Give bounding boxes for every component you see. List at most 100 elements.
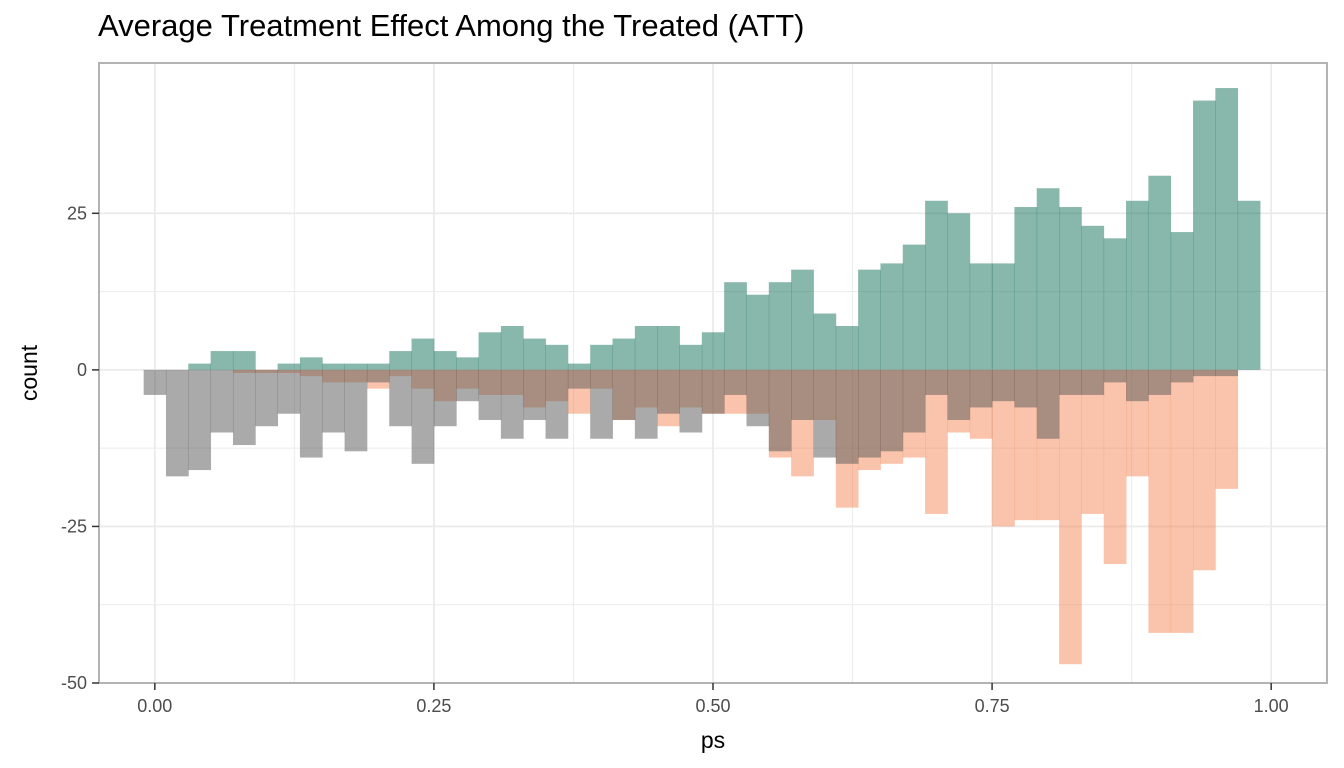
histogram-bar [1059, 207, 1082, 370]
histogram-bar [858, 369, 881, 458]
histogram-bar [746, 369, 770, 427]
histogram-bar [835, 369, 859, 464]
histogram-bar [299, 369, 323, 458]
histogram-bar [210, 369, 234, 433]
histogram-bar [612, 369, 636, 420]
histogram-bar [344, 369, 368, 452]
histogram-bar [456, 369, 479, 402]
histogram-bar [925, 369, 948, 395]
histogram-bar [1215, 369, 1239, 377]
histogram-bar [1215, 369, 1239, 489]
histogram-bar [1103, 369, 1127, 565]
histogram-bar [188, 369, 212, 471]
histogram-bar [188, 363, 212, 370]
histogram-bar [1103, 238, 1127, 370]
histogram-bar [433, 369, 457, 427]
histogram-bar [165, 369, 189, 477]
histogram-bar [1103, 369, 1127, 383]
histogram-bar [1014, 369, 1038, 408]
histogram-bar [813, 313, 837, 370]
histogram-bar [969, 263, 993, 370]
histogram-bar [366, 363, 390, 370]
x-axis-title: ps [701, 727, 725, 753]
histogram-bar [1059, 369, 1082, 395]
histogram-bar [322, 369, 345, 433]
histogram-bar [634, 369, 658, 439]
histogram-bar [925, 200, 948, 370]
histogram-bar [679, 369, 703, 433]
histogram-bar [724, 282, 747, 370]
histogram-bar [590, 369, 613, 439]
histogram-bar [835, 326, 859, 370]
histogram-bar [902, 244, 926, 370]
x-tick-label: 0.50 [695, 696, 730, 716]
histogram-bar [277, 363, 301, 370]
histogram-bar [1170, 232, 1194, 370]
histogram-bar [232, 351, 256, 370]
histogram-bar [255, 369, 279, 427]
y-tick-label: 0 [77, 360, 87, 380]
histogram-bar [478, 369, 502, 420]
histogram-bar [1081, 369, 1105, 395]
histogram-bar [545, 369, 569, 439]
histogram-bar [523, 338, 546, 370]
histogram-bar [1081, 369, 1105, 514]
histogram-bar [969, 369, 993, 408]
histogram-bar [679, 344, 703, 370]
histogram-bar [1170, 369, 1194, 383]
histogram-bar [1036, 369, 1060, 439]
histogram-bar [813, 369, 837, 458]
histogram-bar [701, 332, 725, 370]
histogram-bar [344, 363, 368, 370]
histogram-bar [1081, 225, 1105, 370]
histogram-bar [724, 369, 747, 395]
histogram-bar [1148, 369, 1172, 395]
series-2 [232, 369, 1239, 665]
x-tick-label: 0.00 [137, 696, 172, 716]
histogram-bar [992, 369, 1015, 402]
y-axis-title: count [16, 344, 42, 401]
histogram-bar [1148, 369, 1172, 633]
histogram-bar [992, 369, 1015, 527]
histogram-bar [880, 369, 904, 452]
histogram-bar [143, 369, 167, 395]
histogram-bar [389, 351, 412, 370]
histogram-bar [500, 369, 524, 439]
histogram-bar [567, 363, 591, 370]
histogram-bar [634, 326, 658, 370]
histogram-bar [1215, 88, 1239, 370]
histogram-bar [791, 369, 814, 420]
histogram-bar [1193, 369, 1216, 571]
histogram-bar [1170, 369, 1194, 633]
histogram-bar [947, 213, 971, 370]
axes-layer: 0.00 0.25 0.50 0.75 1.00 25 0 -25 -50 [61, 203, 1289, 716]
histogram-bar [433, 351, 457, 370]
x-tick-label: 0.75 [975, 696, 1010, 716]
histogram-bar [1193, 369, 1216, 377]
y-tick-label: -50 [61, 673, 87, 693]
histogram-bar [456, 357, 479, 370]
histogram-bar [925, 369, 948, 514]
histogram-bar [1059, 369, 1082, 665]
histogram-bar [277, 369, 301, 414]
histogram-bar [389, 369, 412, 427]
histogram-bar [232, 369, 256, 446]
histogram-bar [366, 369, 390, 383]
histogram-bar [567, 369, 591, 389]
histogram-bar [523, 369, 546, 420]
histogram-bar [1014, 207, 1038, 370]
histogram-bar [880, 263, 904, 370]
histogram-bar [1036, 188, 1060, 370]
histogram-bar [1126, 200, 1149, 370]
histogram-bar [701, 369, 725, 414]
histogram-bar [858, 269, 881, 370]
series-3 [143, 369, 1239, 477]
histogram-bar [590, 344, 613, 370]
histogram-bar [768, 282, 792, 370]
histogram-bar [612, 338, 636, 370]
histogram-bar [657, 369, 680, 414]
histogram-bar [1237, 200, 1261, 370]
y-tick-label: 25 [67, 203, 87, 223]
histogram-bar [411, 338, 435, 370]
histogram-bar [746, 294, 770, 370]
